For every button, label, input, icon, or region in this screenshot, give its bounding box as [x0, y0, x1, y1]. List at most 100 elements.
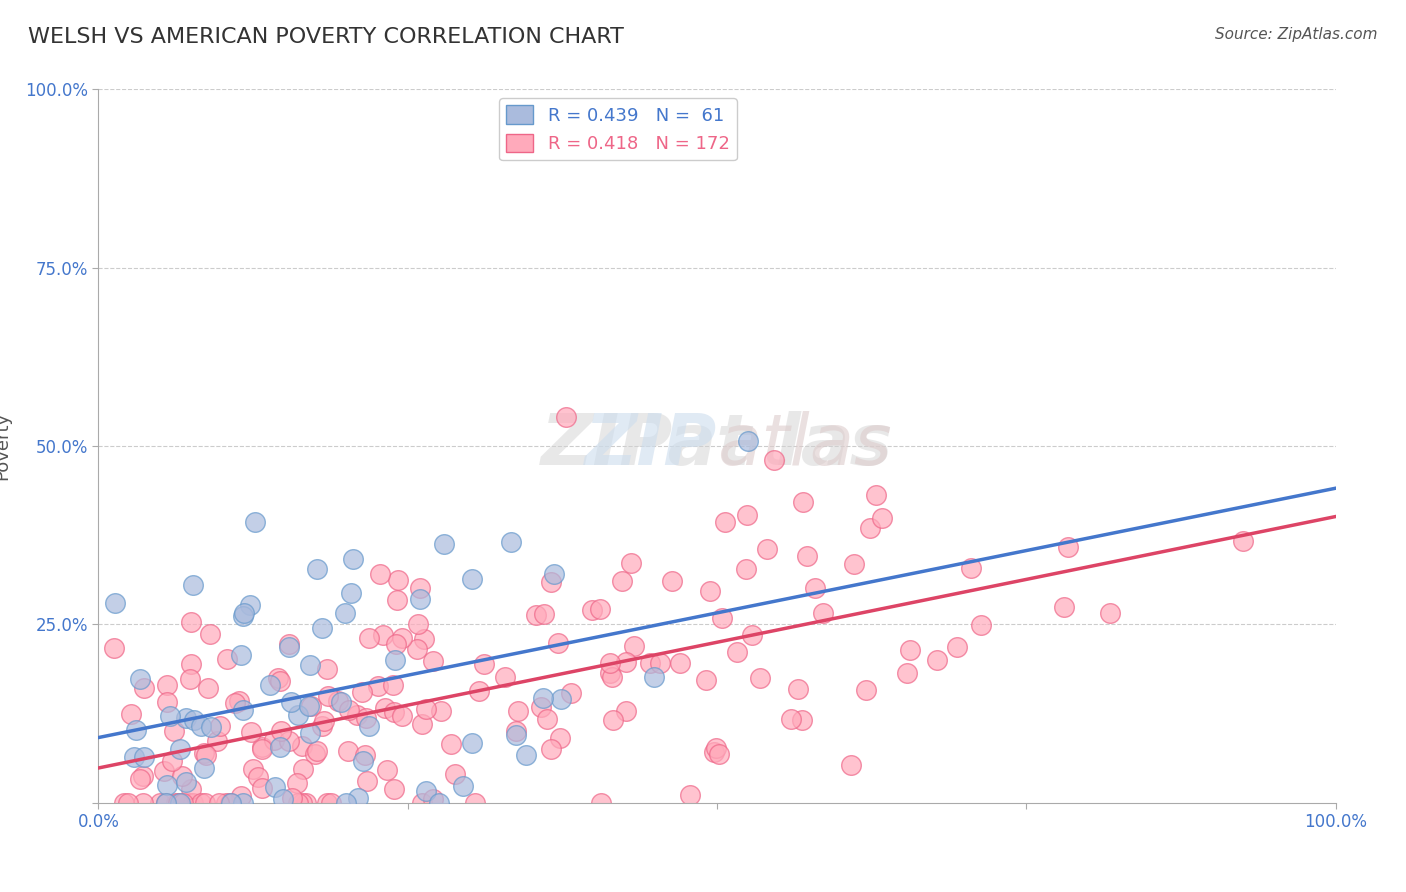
Americans	[299, 699, 322, 714]
Americans	[472, 657, 495, 671]
Americans	[422, 654, 444, 668]
Americans	[112, 796, 135, 810]
Americans	[411, 717, 433, 731]
Americans	[429, 704, 451, 718]
Americans	[247, 770, 270, 784]
Americans	[177, 796, 200, 810]
Welsh	[550, 691, 572, 706]
Americans	[959, 561, 981, 575]
Americans	[190, 796, 212, 810]
Americans	[224, 696, 246, 710]
Americans	[599, 666, 621, 681]
Americans	[208, 796, 231, 810]
Americans	[787, 681, 810, 696]
Welsh	[451, 779, 474, 793]
Americans	[970, 618, 993, 632]
Americans	[780, 713, 803, 727]
Americans	[263, 732, 285, 747]
Americans	[194, 747, 217, 762]
Americans	[316, 662, 339, 676]
Americans	[560, 686, 582, 700]
Americans	[530, 700, 553, 714]
Welsh	[269, 740, 291, 755]
Welsh	[357, 718, 380, 732]
Welsh	[200, 720, 222, 734]
Americans	[614, 655, 637, 669]
Americans	[200, 627, 222, 641]
Americans	[839, 758, 862, 772]
Americans	[384, 637, 406, 651]
Welsh	[433, 537, 456, 551]
Americans	[555, 409, 578, 424]
Americans	[505, 724, 527, 739]
Americans	[179, 672, 201, 686]
Americans	[790, 714, 813, 728]
Americans	[547, 636, 569, 650]
Americans	[278, 734, 301, 748]
Americans	[172, 796, 194, 810]
Americans	[391, 709, 413, 723]
Americans	[1099, 606, 1122, 620]
Welsh	[129, 672, 152, 686]
Americans	[287, 796, 309, 810]
Americans	[735, 562, 758, 576]
Americans	[382, 782, 405, 797]
Americans	[796, 549, 818, 563]
Welsh	[298, 658, 321, 673]
Welsh	[156, 778, 179, 792]
Americans	[180, 615, 202, 629]
Welsh	[333, 607, 356, 621]
Americans	[387, 573, 409, 587]
Americans	[128, 772, 150, 787]
Americans	[406, 616, 429, 631]
Americans	[287, 776, 309, 790]
Welsh	[287, 707, 309, 722]
Americans	[842, 557, 865, 571]
Americans	[792, 495, 814, 509]
Americans	[367, 680, 389, 694]
Americans	[167, 796, 190, 810]
Americans	[600, 670, 623, 684]
Americans	[616, 704, 638, 718]
Americans	[316, 689, 339, 703]
Americans	[661, 574, 683, 588]
Americans	[350, 685, 373, 699]
Welsh	[340, 586, 363, 600]
Welsh	[460, 572, 482, 586]
Americans	[599, 656, 621, 670]
Welsh	[307, 562, 329, 576]
Americans	[132, 769, 155, 783]
Welsh	[299, 725, 322, 739]
Welsh	[427, 796, 450, 810]
Americans	[540, 742, 562, 756]
Americans	[439, 737, 461, 751]
Americans	[120, 706, 142, 721]
Welsh	[125, 723, 148, 738]
Americans	[180, 782, 202, 797]
Americans	[250, 742, 273, 756]
Welsh	[239, 598, 262, 612]
Americans	[550, 731, 572, 745]
Americans	[464, 796, 486, 810]
Americans	[602, 713, 624, 727]
Americans	[336, 744, 359, 758]
Welsh	[342, 551, 364, 566]
Y-axis label: Poverty: Poverty	[0, 412, 11, 480]
Welsh	[737, 434, 759, 448]
Welsh	[259, 678, 281, 692]
Welsh	[243, 515, 266, 529]
Americans	[219, 796, 242, 810]
Americans	[870, 510, 893, 524]
Americans	[679, 788, 702, 802]
Americans	[709, 747, 731, 761]
Americans	[205, 734, 228, 748]
Welsh	[271, 792, 294, 806]
Americans	[162, 723, 184, 738]
Welsh	[232, 606, 254, 620]
Americans	[703, 745, 725, 759]
Americans	[304, 747, 326, 762]
Americans	[699, 583, 721, 598]
Americans	[290, 796, 312, 810]
Text: ZIP: ZIP	[585, 411, 717, 481]
Americans	[865, 488, 887, 502]
